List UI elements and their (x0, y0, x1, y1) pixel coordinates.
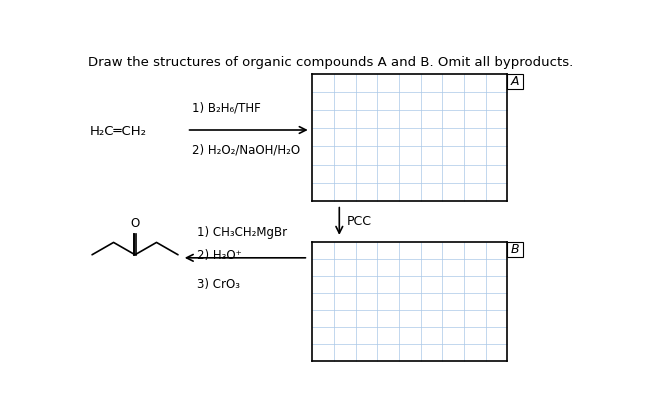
Text: B: B (511, 243, 520, 256)
Bar (508, 242, 523, 257)
Text: PCC: PCC (347, 215, 372, 228)
Text: H₂C═CH₂: H₂C═CH₂ (90, 125, 147, 138)
Text: O: O (131, 217, 140, 230)
Text: 2) H₂O₂/NaOH/H₂O: 2) H₂O₂/NaOH/H₂O (192, 143, 300, 156)
Text: Draw the structures of organic compounds A and B. Omit all byproducts.: Draw the structures of organic compounds… (88, 56, 573, 69)
Text: 2) H₃O⁺: 2) H₃O⁺ (197, 249, 241, 262)
Bar (508, 74, 523, 89)
Text: A: A (511, 75, 520, 88)
Text: 3) CrO₃: 3) CrO₃ (197, 278, 239, 291)
Text: 1) CH₃CH₂MgBr: 1) CH₃CH₂MgBr (197, 226, 287, 239)
Text: 1) B₂H₆/THF: 1) B₂H₆/THF (192, 102, 261, 114)
Bar (312, 242, 508, 361)
Bar (312, 74, 508, 201)
